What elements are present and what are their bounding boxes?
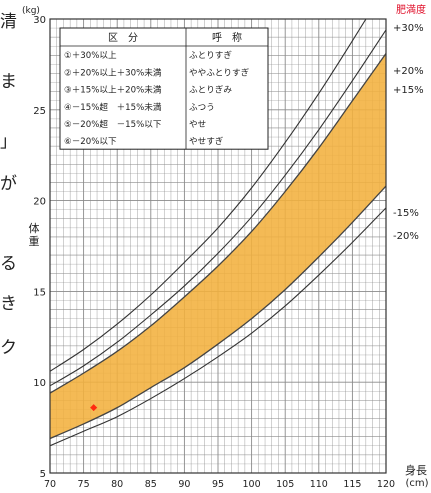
- x-tick-label: 110: [310, 479, 328, 490]
- y-tick-label: 20: [33, 197, 46, 208]
- series-line-minus20pct: [50, 207, 386, 447]
- left-margin-text: 清ま」がるきク: [0, 0, 17, 493]
- legend-row-name: やせすぎ: [189, 135, 224, 147]
- legend-row-category: ③＋15%以上＋20%未満: [64, 84, 162, 96]
- x-tick-label: 70: [44, 479, 56, 490]
- series-line-plus30pct: [50, 19, 367, 372]
- y-tick-label: 15: [33, 287, 46, 298]
- series-end-label: +15%: [393, 85, 424, 96]
- series-end-label: +30%: [393, 23, 424, 34]
- x-tick-label: 80: [111, 479, 123, 490]
- legend-box: [59, 27, 269, 150]
- series-end-label: -20%: [393, 231, 419, 242]
- legend-row-name: ふとりぎみ: [189, 84, 232, 96]
- obesity-lines: [50, 19, 386, 447]
- legend-row-category: ⑤－20%超 －15%以下: [64, 118, 162, 130]
- left-margin-char: ま: [0, 72, 17, 92]
- y-tick-label: 25: [33, 106, 46, 117]
- left-margin-char: ク: [0, 338, 17, 358]
- legend-row-category: ④－15%超 ＋15%未満: [64, 101, 162, 113]
- y-unit-label: (kg): [22, 6, 40, 16]
- y-tick-label: 30: [33, 15, 46, 26]
- x-tick-label: 115: [343, 479, 361, 490]
- x-tick-label: 85: [145, 479, 157, 490]
- series-line-plus20pct: [50, 29, 386, 387]
- legend-row-name: ふつう: [189, 102, 215, 113]
- legend-header-name: 呼 称: [212, 31, 242, 44]
- left-margin-char: 」: [0, 132, 17, 152]
- x-axis-label: 身長: [405, 463, 427, 477]
- left-margin-char: る: [0, 254, 17, 274]
- series-end-label: -15%: [393, 208, 419, 219]
- legend-row-name: ふとりすぎ: [189, 49, 232, 61]
- legend-row-name: ややふとりすぎ: [189, 66, 250, 78]
- left-margin-char: が: [0, 174, 17, 194]
- legend-row-category: ①＋30%以上: [64, 50, 117, 61]
- x-unit-label: (cm): [405, 478, 428, 489]
- left-margin-char: き: [0, 294, 17, 314]
- legend-header-category: 区 分: [108, 32, 138, 44]
- data-point-marker: [90, 404, 98, 412]
- right-axis-title: 肥満度: [396, 3, 426, 16]
- legend-row-name: やせ: [189, 119, 206, 130]
- legend-row-category: ②＋20%以上＋30%未満: [64, 66, 162, 78]
- normal-range-fill: [50, 53, 386, 439]
- plot-frame: [49, 18, 387, 474]
- marker-group: [90, 404, 98, 412]
- y-tick-label: 5: [40, 469, 46, 480]
- x-tick-label: 100: [243, 479, 261, 490]
- normal-range-band: [50, 53, 386, 439]
- series-line-minus15pct: [50, 185, 386, 440]
- x-tick-label: 120: [377, 479, 395, 490]
- x-tick-label: 75: [78, 479, 90, 490]
- x-tick-label: 90: [178, 479, 190, 490]
- series-line-plus15pct: [50, 53, 386, 394]
- axis-labels: (kg) 体重 身長 (cm) 肥満度: [22, 3, 429, 489]
- legend: 区 分 呼 称 ①＋30%以上 ふとりすぎ ②＋20%以上＋30%未満 ややふとりすぎ ③＋…: [59, 27, 269, 150]
- y-axis-label: 体重: [29, 221, 40, 248]
- y-tick-label: 10: [33, 378, 46, 389]
- x-tick-label: 95: [212, 479, 224, 490]
- series-end-label: +20%: [393, 66, 424, 77]
- axes: 70 75 80 85 90 95 100 105 110 115 120 5 10 15 20 25 30 +3…: [33, 15, 423, 490]
- left-margin-char: 清: [0, 12, 17, 32]
- legend-row-category: ⑥－20%以下: [64, 137, 117, 147]
- x-tick-label: 105: [276, 479, 294, 490]
